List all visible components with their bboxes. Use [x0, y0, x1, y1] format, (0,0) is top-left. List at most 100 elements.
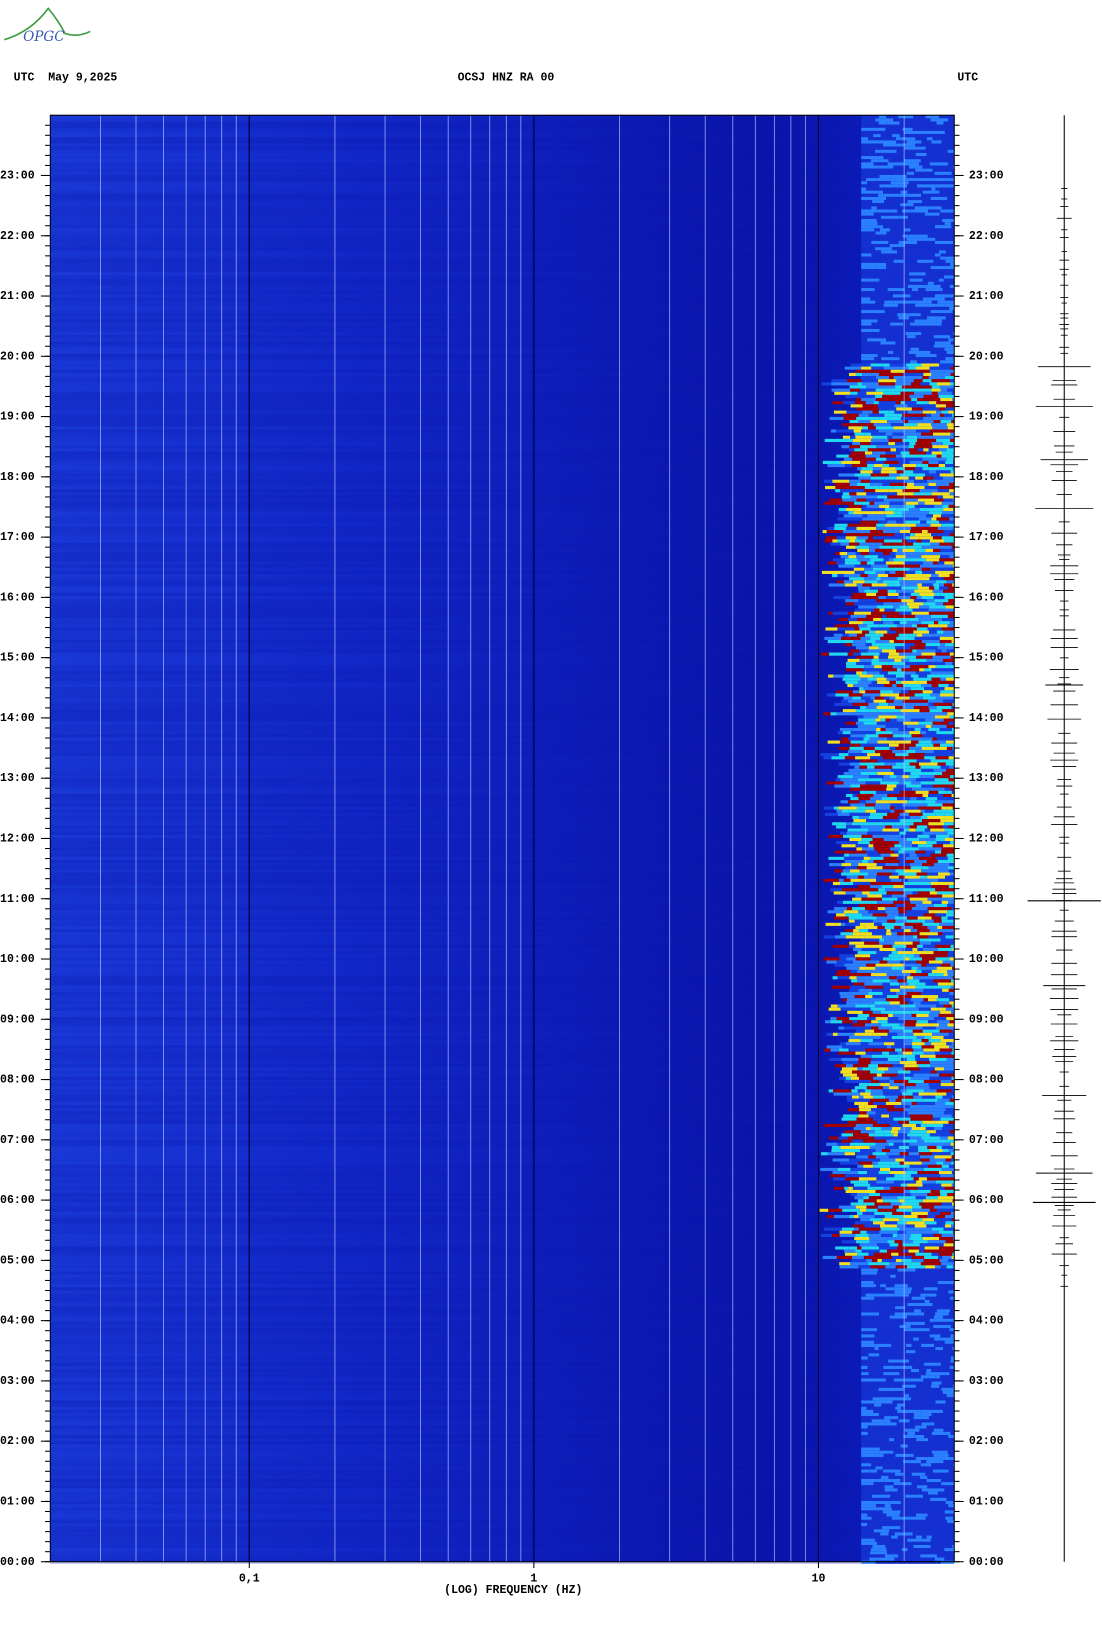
texture-cell: [868, 844, 874, 848]
texture-cell: [862, 630, 870, 634]
texture-cell: [935, 1412, 955, 1417]
texture-streak: [50, 712, 862, 716]
texture-cell: [941, 514, 955, 518]
texture-cell: [870, 159, 889, 163]
texture-cell: [852, 696, 861, 700]
texture-cell: [926, 514, 933, 518]
texture-cell: [923, 998, 929, 1002]
texture-streak: [50, 1390, 862, 1395]
texture-cell: [952, 1095, 955, 1099]
texture-cell: [902, 489, 920, 493]
texture-cell: [923, 448, 929, 452]
texture-cell: [899, 319, 915, 323]
texture-cell: [903, 420, 909, 424]
texture-streak: [50, 1101, 862, 1106]
texture-cell: [952, 947, 955, 952]
texture-cell: [895, 1375, 904, 1379]
texture-cell: [918, 721, 933, 725]
texture-cell: [921, 866, 929, 870]
texture-cell: [863, 737, 870, 741]
texture-cell: [912, 1315, 928, 1319]
texture-cell: [905, 1350, 916, 1354]
texture-cell: [938, 165, 953, 169]
texture-cell: [925, 1271, 943, 1275]
texture-streak: [50, 1123, 862, 1128]
texture-cell: [929, 891, 938, 895]
texture-cell: [899, 982, 909, 986]
texture-cell: [869, 1145, 886, 1150]
texture-cell: [878, 193, 890, 197]
texture-cell: [935, 1180, 941, 1184]
texture-cell: [933, 435, 946, 439]
texture-cell: [901, 1441, 909, 1445]
texture-cell: [873, 1312, 880, 1316]
texture-cell: [914, 250, 921, 254]
texture-cell: [887, 495, 898, 499]
texture-cell: [882, 1334, 901, 1338]
texture-cell: [881, 1127, 892, 1131]
texture-cell: [880, 753, 886, 757]
texture-cell: [882, 935, 898, 939]
texture-cell: [938, 1171, 952, 1175]
texture-cell: [934, 225, 952, 229]
texture-cell: [931, 969, 948, 974]
texture-cell: [933, 749, 952, 754]
texture-cell: [840, 489, 846, 493]
texture-cell: [870, 957, 883, 961]
texture-cell: [888, 159, 905, 163]
texture-cell: [859, 627, 871, 631]
texture-cell: [843, 580, 854, 584]
texture-streak: [50, 1020, 862, 1024]
texture-cell: [827, 1152, 845, 1156]
texture-cell: [922, 1114, 933, 1118]
texture-cell: [949, 429, 955, 433]
texture-cell: [901, 269, 916, 273]
texture-cell: [952, 338, 955, 342]
texture-cell: [875, 570, 886, 574]
texture-cell: [916, 951, 934, 955]
texture-cell: [861, 753, 868, 757]
texture-streak: [50, 373, 861, 376]
texture-cell: [865, 731, 876, 735]
texture-cell: [935, 602, 944, 606]
texture-cell: [935, 1215, 946, 1219]
texture-cell: [882, 482, 891, 487]
texture-cell: [916, 853, 931, 857]
texture-cell: [879, 1167, 891, 1172]
texture-cell: [878, 595, 886, 600]
texture-cell: [924, 121, 937, 125]
texture-cell: [868, 215, 882, 219]
texture-cell: [876, 878, 891, 882]
texture-streak: [50, 520, 862, 524]
texture-cell: [892, 1400, 909, 1404]
texture-streak: [50, 639, 862, 644]
texture-cell: [857, 979, 865, 983]
texture-streak: [50, 322, 862, 326]
texture-cell: [861, 134, 869, 138]
texture-cell: [925, 413, 932, 417]
texture-cell: [866, 187, 880, 191]
texture-cell: [861, 1466, 867, 1470]
texture-cell: [929, 1494, 941, 1498]
texture-cell: [859, 765, 868, 769]
texture-cell: [834, 963, 845, 967]
texture-cell: [942, 1127, 955, 1131]
texture-cell: [905, 856, 920, 860]
texture-cell: [873, 310, 885, 314]
texture-cell: [893, 316, 899, 320]
texture-cell: [904, 1108, 912, 1112]
texture-cell: [852, 438, 871, 443]
texture-cell: [929, 127, 946, 131]
texture-streak: [50, 778, 862, 782]
texture-cell: [874, 765, 893, 769]
texture-cell: [868, 1004, 876, 1008]
texture-cell: [939, 1076, 952, 1080]
texture-cell: [847, 551, 856, 556]
texture-cell: [893, 734, 912, 738]
texture-cell: [875, 1142, 889, 1146]
texture-cell: [869, 548, 876, 552]
texture-streak: [50, 724, 862, 728]
texture-cell: [917, 300, 932, 304]
texture-cell: [894, 809, 906, 813]
texture-cell: [875, 1381, 889, 1385]
